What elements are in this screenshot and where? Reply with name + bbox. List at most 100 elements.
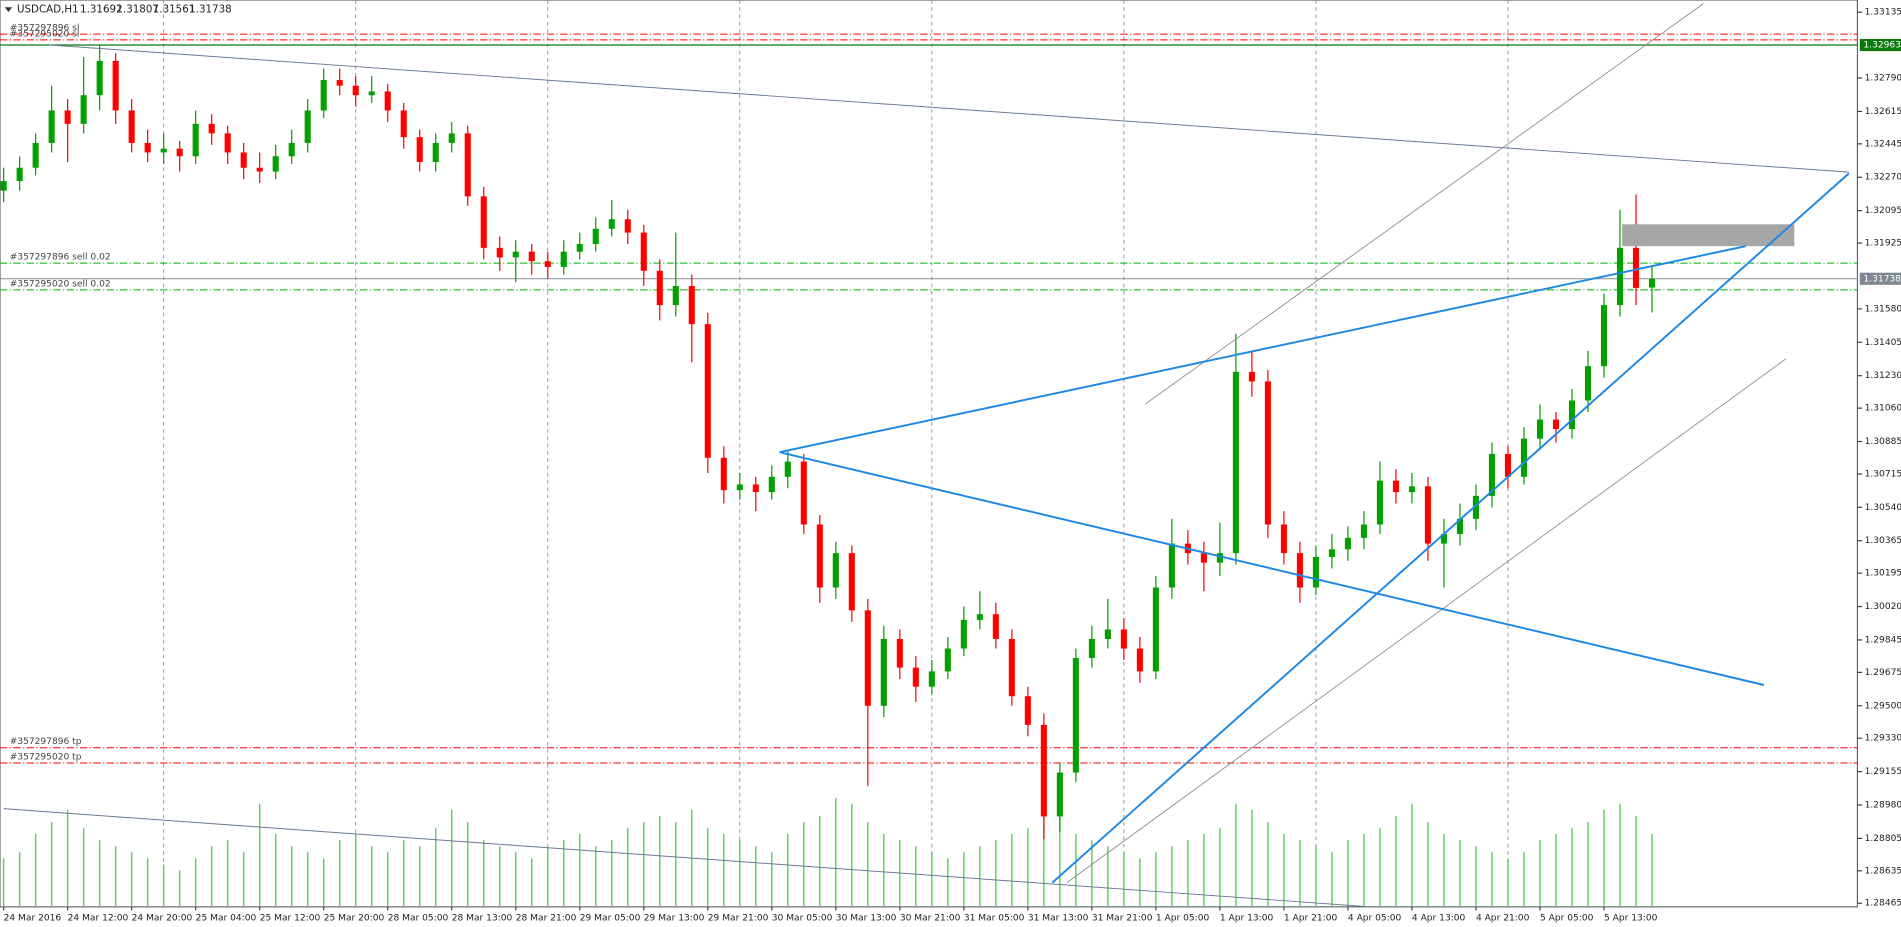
- y-tick-label: 1.31060: [1865, 404, 1901, 414]
- candle-body: [1584, 366, 1591, 401]
- channel-line: [1145, 3, 1704, 405]
- candle-body: [1168, 543, 1175, 588]
- candle-body: [512, 251, 519, 258]
- y-tick-label: 1.31580: [1865, 304, 1901, 314]
- candle-body: [112, 60, 119, 111]
- x-tick-label: 25 Mar 04:00: [196, 913, 257, 923]
- candle-body: [80, 95, 87, 124]
- candle-body: [16, 167, 23, 182]
- x-tick-label: 28 Mar 21:00: [516, 913, 577, 923]
- candle-body: [208, 123, 215, 134]
- order-label: #357295020 sell 0.02: [10, 279, 111, 289]
- x-tick-label: 30 Mar 05:00: [772, 913, 833, 923]
- y-tick-label: 1.29330: [1865, 734, 1901, 744]
- y-tick-label: 1.32445: [1865, 139, 1901, 149]
- x-tick-label: 30 Mar 13:00: [836, 913, 897, 923]
- candle-body: [496, 247, 503, 258]
- candle-body: [1040, 724, 1047, 817]
- candle-body: [1392, 480, 1399, 493]
- candle-body: [1600, 305, 1607, 367]
- candle-body: [1472, 495, 1479, 519]
- candle-body: [736, 484, 743, 491]
- low: 1.31561: [153, 4, 196, 16]
- candle-body: [944, 648, 951, 672]
- x-tick-label: 28 Mar 13:00: [452, 913, 513, 923]
- candle-body: [480, 196, 487, 248]
- x-tick-label: 1 Apr 13:00: [1220, 913, 1274, 923]
- candle-body: [256, 167, 263, 172]
- candle-body: [992, 614, 999, 639]
- x-tick-label: 24 Mar 20:00: [132, 913, 193, 923]
- order-label: #357297896 sl: [10, 24, 80, 34]
- y-tick-label: 1.32270: [1865, 173, 1901, 183]
- candle-body: [1616, 247, 1624, 306]
- x-tick-label: 25 Mar 12:00: [260, 913, 321, 923]
- candle-body: [144, 142, 151, 153]
- candle-body: [1120, 629, 1127, 649]
- candle-body: [1104, 629, 1111, 639]
- y-tick-label: 1.28805: [1865, 834, 1901, 844]
- candle-body: [1424, 486, 1431, 544]
- candle-body: [64, 110, 71, 124]
- y-tick-label: 1.30365: [1865, 536, 1901, 546]
- candle-body: [848, 553, 855, 611]
- candle-body: [1504, 453, 1511, 477]
- candle-body: [592, 228, 599, 245]
- candle-body: [704, 324, 711, 458]
- y-tick-label: 1.31405: [1865, 338, 1901, 348]
- candle-body: [720, 457, 727, 491]
- candle-body: [272, 156, 279, 172]
- candle-body: [448, 133, 455, 143]
- x-tick-label: 31 Mar 21:00: [1092, 913, 1153, 923]
- candle-body: [1360, 524, 1367, 538]
- candle-body: [640, 232, 647, 271]
- x-tick-label: 31 Mar 13:00: [1028, 913, 1089, 923]
- candle-body: [0, 181, 7, 191]
- candle-body: [160, 148, 167, 153]
- x-tick-label: 1 Apr 21:00: [1284, 913, 1338, 923]
- y-tick-label: 1.29155: [1865, 767, 1901, 777]
- candle-body: [816, 524, 823, 588]
- x-tick-label: 5 Apr 05:00: [1540, 913, 1594, 923]
- y-tick-label: 1.28635: [1865, 866, 1901, 876]
- price-box: [1859, 272, 1901, 285]
- candle-body: [1440, 534, 1447, 544]
- candle-body: [528, 251, 535, 262]
- candle-body: [544, 261, 551, 267]
- candle-body: [1312, 556, 1319, 588]
- candle-body: [560, 251, 567, 267]
- candle-body: [304, 110, 311, 143]
- menu-arrow[interactable]: [4, 7, 13, 13]
- candle-body: [1232, 371, 1239, 554]
- candle-body: [176, 148, 183, 157]
- candle-body: [1152, 587, 1159, 672]
- candle-body: [1456, 518, 1463, 535]
- x-tick-label: 4 Apr 21:00: [1476, 913, 1530, 923]
- background-layer: [0, 0, 1858, 907]
- candle-body: [1376, 480, 1383, 525]
- order-label: #357297896 sell 0.02: [10, 253, 111, 263]
- candle-body: [1216, 553, 1223, 563]
- candle-body: [624, 219, 631, 233]
- candle-body: [432, 142, 439, 162]
- order-label: #357297896 tp: [10, 737, 82, 747]
- candle-body: [1488, 453, 1495, 496]
- candle-body: [416, 137, 423, 162]
- y-tick-label: 1.31925: [1865, 239, 1901, 249]
- candle-body: [1408, 486, 1415, 493]
- candle-body: [752, 484, 759, 493]
- candle-body: [1344, 537, 1351, 550]
- candle-body: [880, 638, 887, 706]
- candle-body: [960, 619, 967, 649]
- candle-body: [1200, 553, 1207, 563]
- x-tick-label: 5 Apr 13:00: [1604, 913, 1658, 923]
- x-tick-label: 24 Mar 2016: [4, 913, 62, 923]
- candle-body: [128, 110, 135, 143]
- x-tick-label: 24 Mar 12:00: [68, 913, 129, 923]
- y-tick-label: 1.28465: [1865, 899, 1901, 909]
- candle-body: [608, 219, 615, 229]
- candle-body: [464, 133, 471, 197]
- price-box-label: 1.31738: [1863, 274, 1901, 284]
- candle-body: [1328, 549, 1335, 557]
